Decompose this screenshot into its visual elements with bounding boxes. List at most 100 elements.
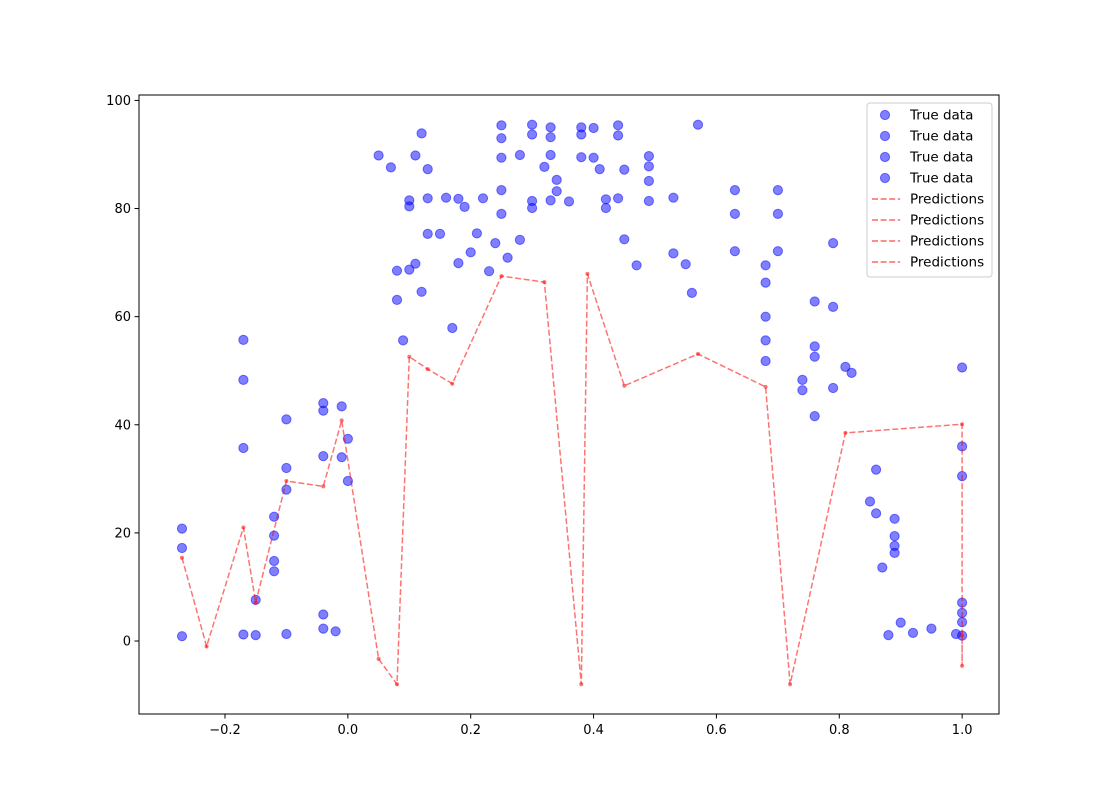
prediction-vertex xyxy=(376,656,381,661)
true-data-point xyxy=(484,266,495,277)
true-data-point xyxy=(588,152,599,163)
true-data-point xyxy=(238,334,249,345)
true-data-point xyxy=(176,523,188,534)
true-data-point xyxy=(600,202,612,214)
true-data-point xyxy=(760,355,771,367)
true-data-point xyxy=(760,260,771,271)
true-data-point xyxy=(527,202,538,214)
true-data-point xyxy=(490,238,501,249)
axes-frame xyxy=(138,94,1000,715)
true-data-point xyxy=(459,201,470,212)
prediction-vertex xyxy=(763,384,768,389)
true-data-point xyxy=(373,150,384,161)
true-data-point xyxy=(330,626,341,637)
true-data-point xyxy=(889,547,900,559)
true-data-point xyxy=(926,623,937,634)
true-data-point xyxy=(797,385,808,396)
true-data-point xyxy=(502,252,513,263)
true-data-point xyxy=(398,335,409,346)
true-data-point xyxy=(809,296,820,307)
prediction-vertex xyxy=(960,663,965,668)
y-tick-label: 100 xyxy=(106,94,131,109)
y-tick-label: 80 xyxy=(114,202,131,217)
true-data-point xyxy=(238,374,249,385)
true-data-point xyxy=(404,264,415,275)
true-data-point xyxy=(514,234,526,245)
legend-label: True data xyxy=(909,108,973,124)
true-data-point xyxy=(895,617,906,628)
true-data-point xyxy=(545,195,556,206)
true-data-point xyxy=(907,627,919,639)
true-data-point xyxy=(410,150,421,161)
true-data-point xyxy=(871,508,882,519)
true-data-point xyxy=(250,630,261,641)
true-data-point xyxy=(539,161,550,172)
true-data-point xyxy=(551,186,562,197)
true-data-point xyxy=(594,164,605,175)
true-data-point xyxy=(809,411,820,422)
prediction-vertex xyxy=(843,430,848,435)
true-data-point xyxy=(772,208,784,219)
y-tick-label: 0 xyxy=(123,635,131,650)
true-data-point xyxy=(864,496,876,507)
true-data-point xyxy=(643,161,655,172)
prediction-vertex xyxy=(425,367,430,372)
true-data-point xyxy=(422,164,433,175)
true-data-point xyxy=(496,208,507,219)
prediction-vertex xyxy=(622,383,627,388)
prediction-vertex xyxy=(788,682,793,687)
x-tick-label: 0.0 xyxy=(338,723,359,738)
prediction-vertex xyxy=(204,644,209,649)
true-data-point xyxy=(447,322,458,334)
prediction-vertex xyxy=(585,271,590,276)
true-data-point xyxy=(545,132,556,143)
true-data-point xyxy=(441,192,452,203)
legend-label: True data xyxy=(909,171,973,187)
true-data-point xyxy=(453,258,464,269)
legend-marker-true-data xyxy=(879,172,891,184)
true-data-point xyxy=(391,294,403,305)
true-data-point xyxy=(434,228,446,239)
true-data-point xyxy=(545,149,556,161)
x-tick-label: 0.2 xyxy=(460,723,481,738)
true-data-point xyxy=(496,120,507,131)
true-data-point xyxy=(889,513,900,524)
true-data-point xyxy=(318,405,329,416)
legend-label: Predictions xyxy=(910,192,984,208)
plot-area xyxy=(176,119,968,687)
true-data-point xyxy=(631,260,642,271)
prediction-vertex xyxy=(284,479,289,483)
prediction-vertex xyxy=(960,633,965,638)
prediction-vertex xyxy=(499,274,504,279)
true-data-point xyxy=(269,566,280,577)
true-data-point xyxy=(828,382,839,394)
true-data-point xyxy=(422,228,433,239)
true-data-point xyxy=(471,228,482,239)
true-data-point xyxy=(643,175,655,187)
prediction-vertex xyxy=(241,525,246,530)
true-data-point xyxy=(619,164,630,175)
true-data-point xyxy=(422,193,433,204)
true-data-point xyxy=(828,238,839,249)
true-data-point xyxy=(576,152,587,163)
true-data-point xyxy=(613,193,624,204)
prediction-vertex xyxy=(450,381,455,386)
true-data-point xyxy=(809,341,820,352)
true-data-point xyxy=(410,258,421,269)
true-data-point xyxy=(318,609,329,620)
true-data-point xyxy=(336,401,347,412)
true-data-point xyxy=(496,152,507,163)
true-data-point xyxy=(318,451,329,462)
true-data-point xyxy=(680,259,691,270)
prediction-vertex xyxy=(542,280,547,285)
true-data-point xyxy=(692,119,704,130)
true-data-point xyxy=(281,462,292,474)
legend-label: True data xyxy=(909,129,973,145)
prediction-vertex xyxy=(253,600,258,605)
y-tick-label: 60 xyxy=(114,310,131,325)
plot-marks xyxy=(176,119,968,687)
true-data-point xyxy=(416,286,427,297)
true-data-point xyxy=(729,208,741,219)
true-data-point xyxy=(613,130,624,141)
